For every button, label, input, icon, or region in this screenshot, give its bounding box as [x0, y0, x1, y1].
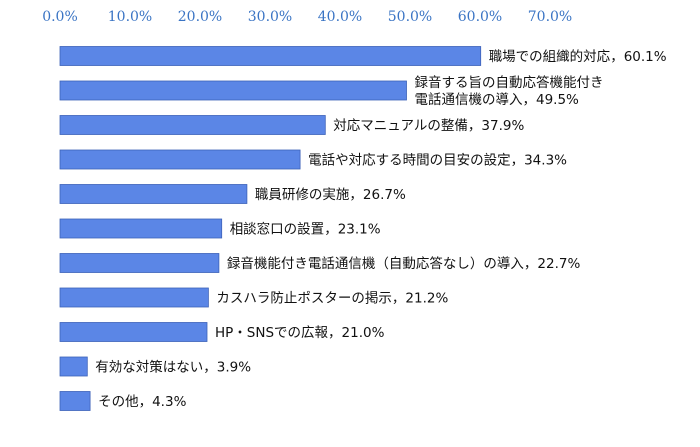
x-axis-ticks: 0.0% 10.0% 20.0% 30.0% 40.0% 50.0% 60.0% 70.0% — [42, 9, 572, 25]
bar-value-label: 21.0% — [342, 325, 385, 341]
bar-label-separator: ， — [523, 92, 537, 108]
bar-data-label: 電話や対応する時間の目安の設定，34.3% — [308, 152, 567, 169]
x-tick-label: 40.0% — [318, 9, 362, 25]
x-tick-label: 50.0% — [388, 9, 432, 25]
bar-category-label: 電話や対応する時間の目安の設定 — [308, 152, 511, 169]
bar-data-label: HP・SNSでの広報，21.0% — [215, 325, 385, 341]
bar-category-label: 職場での組織的対応 — [489, 49, 611, 65]
bar — [59, 287, 209, 308]
bar-value-label: 26.7% — [363, 187, 406, 203]
x-tick-label: 30.0% — [248, 9, 292, 25]
bar-value-label: 49.5% — [536, 92, 579, 108]
bar-label-separator: ， — [524, 256, 538, 272]
x-tick-label: 10.0% — [108, 9, 152, 25]
bar-data-label: 職員研修の実施，26.7% — [255, 187, 406, 203]
bar — [59, 218, 223, 239]
bar-value-label: 22.7% — [537, 256, 580, 272]
bar-value-label: 37.9% — [481, 118, 524, 134]
x-tick-label: 0.0% — [42, 9, 78, 25]
bar-value-label: 60.1% — [624, 49, 667, 65]
bar-data-label: カスハラ防止ポスターの掲示，21.2% — [216, 291, 448, 307]
bar-value-label: 21.2% — [405, 291, 448, 307]
x-tick-label: 70.0% — [528, 9, 572, 25]
bar-label-separator: ， — [468, 118, 482, 134]
bar-data-label: 録音する旨の自動応答機能付き — [415, 74, 604, 91]
bar-data-label: 録音機能付き電話通信機（自動応答なし）の導入，22.7% — [227, 255, 581, 272]
bar — [59, 149, 301, 170]
bar-value-label: 3.9% — [217, 360, 251, 376]
x-tick-label: 20.0% — [178, 9, 222, 25]
bar-category-label: 電話通信機の導入 — [415, 91, 523, 108]
bar-category-label: 対応マニュアルの整備 — [333, 118, 468, 134]
bar-category-label: 有効な対策はない — [95, 359, 203, 376]
bar — [59, 322, 208, 342]
bar-category-label: 録音する旨の自動応答機能付き — [415, 74, 604, 91]
bar — [59, 184, 248, 204]
bar — [59, 391, 91, 411]
bar — [59, 253, 220, 273]
bar — [59, 46, 482, 66]
bar-data-label: その他，4.3% — [98, 394, 186, 410]
bar-category-label: 録音機能付き電話通信機（自動応答なし）の導入 — [227, 255, 524, 272]
bar-label-separator: ， — [511, 153, 524, 169]
bar-label-separator: ， — [610, 49, 624, 65]
bar — [59, 115, 326, 135]
bar-label-separator: ， — [139, 394, 153, 410]
bar-category-label: カスハラ防止ポスターの掲示 — [216, 291, 392, 307]
bar-data-label: 相談窓口の設置，23.1% — [230, 221, 381, 238]
bar-label-separator: ， — [328, 325, 342, 341]
bar-labels: 職場での組織的対応，60.1%録音する旨の自動応答機能付き電話通信機の導入，49… — [95, 49, 666, 410]
bar-label-separator: ， — [392, 291, 406, 307]
bar-data-label: 有効な対策はない，3.9% — [95, 359, 251, 376]
bar-data-label: 職場での組織的対応，60.1% — [489, 49, 667, 65]
bar-category-label: HP・SNSでの広報 — [215, 325, 329, 341]
bar-category-label: その他 — [98, 394, 139, 410]
bar-category-label: 職員研修の実施 — [255, 187, 350, 203]
bar-label-separator: ， — [203, 360, 217, 376]
bar — [59, 356, 88, 377]
bar-label-separator: ， — [324, 222, 338, 238]
bar-value-label: 4.3% — [152, 394, 186, 410]
bars — [59, 46, 482, 411]
bar-data-label: 対応マニュアルの整備，37.9% — [333, 118, 524, 134]
bar-category-label: 相談窓口の設置 — [230, 221, 325, 238]
bar-value-label: 34.3% — [524, 153, 567, 169]
bar — [59, 80, 407, 101]
bar-data-label: 電話通信機の導入，49.5% — [415, 91, 580, 108]
bar-value-label: 23.1% — [338, 222, 381, 238]
x-tick-label: 60.0% — [458, 9, 502, 25]
bar-label-separator: ， — [349, 187, 363, 203]
